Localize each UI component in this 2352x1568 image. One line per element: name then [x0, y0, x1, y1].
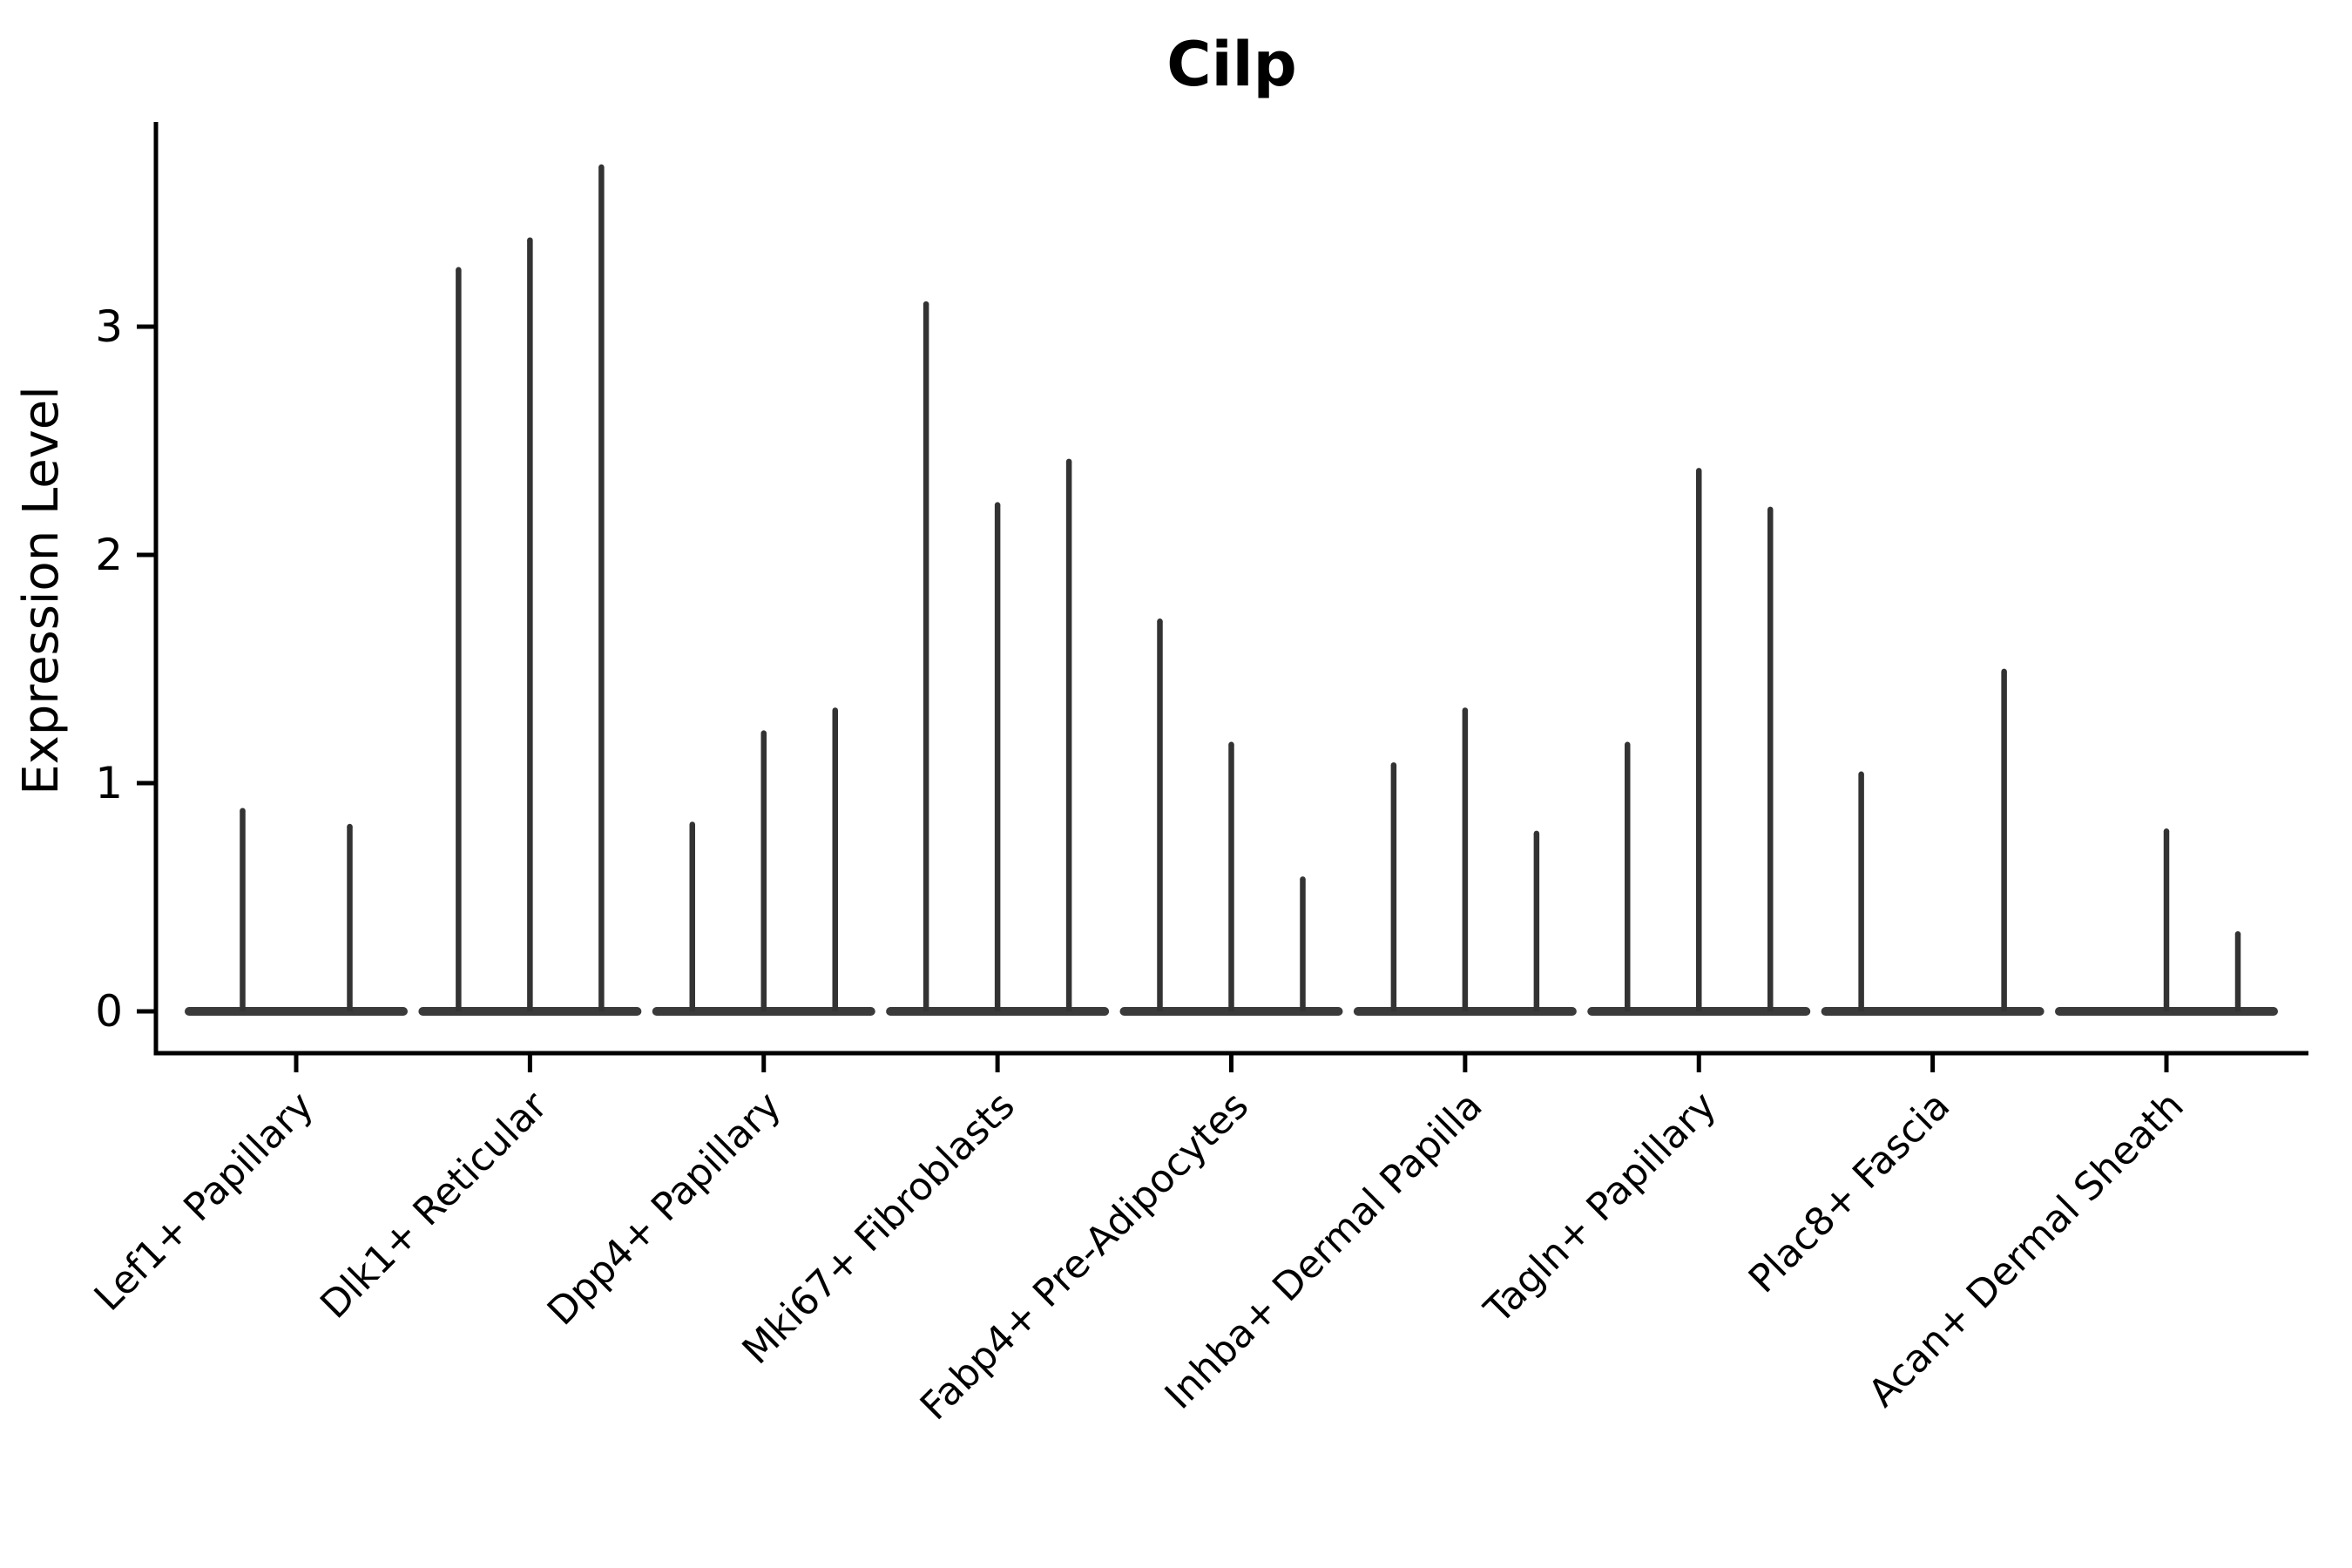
x-tick-label: Plac8+ Fascia — [1740, 1084, 1959, 1302]
axes — [137, 122, 2308, 1072]
y-tick-label: 3 — [95, 301, 123, 352]
y-axis-label: Expression Level — [13, 386, 70, 795]
x-tick-label: Tagln+ Papillary — [1476, 1084, 1725, 1333]
y-tick-labels: 0 1 2 3 — [95, 301, 123, 1037]
x-tick-label: Lef1+ Papillary — [86, 1084, 322, 1320]
y-tick-label: 0 — [95, 986, 123, 1037]
y-tick-label: 2 — [95, 530, 123, 580]
x-tick-label: Dlk1+ Reticular — [312, 1083, 557, 1328]
chart-title: Cilp — [1166, 29, 1296, 100]
y-tick-label: 1 — [95, 758, 123, 808]
violin-marks — [185, 164, 2278, 1016]
x-tick-label: Dpp4+ Papillary — [539, 1084, 790, 1335]
